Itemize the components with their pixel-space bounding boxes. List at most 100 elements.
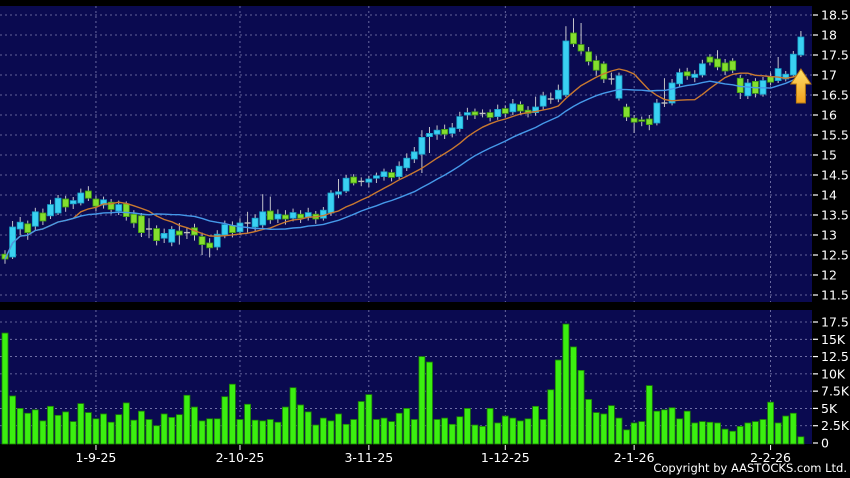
volume-bar	[251, 419, 259, 445]
volume-bar	[608, 405, 615, 445]
volume-bar	[191, 406, 198, 445]
candle-up	[365, 178, 373, 183]
candle-up	[668, 82, 676, 104]
candle-up	[54, 197, 62, 214]
volume-bar	[168, 417, 176, 445]
candle-up	[251, 217, 259, 228]
candle-down	[592, 60, 600, 71]
candle-up	[69, 200, 77, 205]
volume-bar	[714, 422, 721, 445]
volume-bar	[39, 420, 47, 445]
candle-down	[517, 104, 524, 112]
candle-up	[562, 40, 570, 96]
volume-bar	[365, 394, 373, 445]
volume-bar	[9, 395, 16, 445]
candle-up	[463, 112, 471, 116]
candle-up	[494, 109, 502, 118]
candle-down	[24, 223, 32, 234]
volume-axis-label: 0	[821, 436, 829, 451]
volume-bar	[297, 404, 305, 445]
volume-bar	[24, 412, 32, 445]
volume-bar	[623, 429, 630, 445]
price-axis-label: 12.5	[821, 248, 849, 263]
candle-up	[9, 226, 16, 258]
volume-bar	[221, 396, 229, 445]
candle-up	[744, 82, 752, 97]
x-axis-label: 1-12-25	[481, 450, 530, 465]
candle-up	[554, 89, 562, 100]
volume-bar	[638, 421, 646, 445]
candle-down	[471, 111, 479, 116]
volume-bar	[153, 425, 161, 445]
candle-up	[532, 106, 539, 113]
candle-down	[107, 201, 115, 210]
volume-axis-label: 7.5K	[821, 384, 850, 399]
x-axis-label: 2-1-26	[614, 450, 655, 465]
volume-bar	[54, 414, 62, 445]
volume-bar	[388, 421, 395, 445]
candle-down	[729, 60, 737, 71]
candle-up	[789, 53, 797, 76]
volume-bar	[645, 385, 653, 445]
volume-bar	[562, 323, 570, 445]
volume-bar	[100, 413, 107, 445]
candle-up	[539, 95, 547, 107]
candle-down	[714, 58, 721, 68]
volume-bar	[259, 420, 267, 445]
candle-down	[570, 32, 577, 45]
volume-bar	[441, 417, 449, 445]
volume-bar	[676, 418, 684, 445]
candle-down	[198, 236, 206, 246]
candle-up	[403, 157, 411, 169]
volume-bar	[395, 412, 403, 445]
candle-up	[774, 68, 782, 81]
volume-bar	[115, 414, 123, 445]
volume-bar	[752, 421, 759, 445]
volume-bar	[729, 430, 737, 445]
candle-up	[47, 204, 54, 217]
candle-down	[130, 213, 138, 224]
volume-bar	[92, 418, 100, 445]
volume-bar	[630, 422, 638, 445]
candle-up	[274, 213, 282, 220]
price-axis-label: 17.5	[821, 48, 849, 63]
candle-down	[721, 62, 729, 72]
volume-bar	[600, 413, 608, 445]
volume-bar	[77, 403, 85, 445]
volume-bar	[107, 421, 115, 445]
volume-bar	[759, 419, 767, 445]
candle-up	[797, 36, 805, 56]
volume-bar	[797, 436, 805, 445]
volume-bar	[145, 419, 153, 445]
volume-bar	[62, 411, 70, 445]
up-arrow-icon	[789, 68, 812, 104]
candle-up	[160, 232, 168, 239]
candle-down	[92, 198, 100, 207]
volume-bar	[668, 407, 676, 445]
candle-up	[782, 73, 790, 80]
volume-bar	[206, 418, 214, 445]
volume-bar	[236, 419, 244, 445]
volume-bar	[274, 421, 282, 445]
candle-up	[373, 175, 380, 179]
x-axis-label: 1-9-25	[76, 450, 117, 465]
candle-up	[380, 171, 388, 178]
candle-down	[638, 119, 646, 122]
candle-up	[456, 116, 464, 129]
volume-bar	[774, 422, 782, 445]
volume-bar	[570, 346, 577, 445]
volume-bar	[479, 426, 486, 445]
candle-up	[335, 191, 342, 195]
volume-bar	[1, 332, 9, 445]
candle-up	[691, 73, 699, 78]
volume-bar	[721, 428, 729, 445]
volume-bar	[509, 417, 517, 445]
volume-bar	[494, 422, 502, 445]
price-pane	[0, 6, 812, 302]
price-axis-label: 16	[821, 108, 837, 123]
volume-bar	[532, 405, 539, 445]
candle-down	[441, 128, 449, 135]
volume-bar	[471, 424, 479, 445]
volume-bar	[122, 402, 130, 445]
